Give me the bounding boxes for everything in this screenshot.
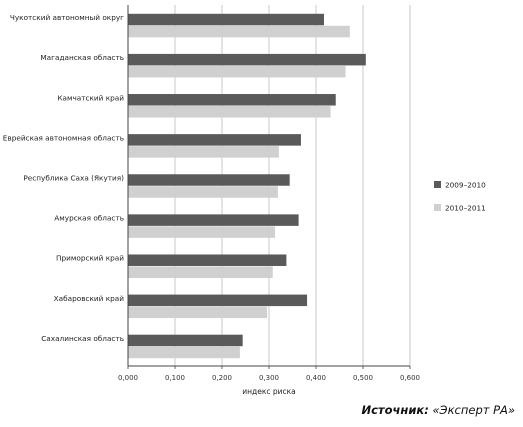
bar-series2 [128,306,268,319]
bar-series2 [128,65,346,78]
x-tick-label: 0,100 [165,374,185,382]
bar-series1 [128,53,366,66]
bar-series1 [128,214,299,226]
x-tick-label: 0,600 [400,374,420,382]
x-tick-label: 0,400 [306,374,326,382]
category-label: Чукотский автономный округ [10,13,124,22]
bar-series2 [128,226,276,238]
category-label: Камчатский край [57,93,124,102]
category-label: Приморский край [56,254,124,263]
bar-series2 [128,106,331,118]
source-note: Источник: «Эксперт РА» [361,403,515,417]
bar-series1 [128,94,336,106]
x-tick-label: 0,300 [259,374,279,382]
bar-series2 [128,186,278,198]
x-tick-labels: 0,000 0,100 0,200 0,300 0,400 0,500 0,600 [118,374,420,382]
bar-series1 [128,134,301,146]
bar-series1 [128,174,290,186]
bar-series1 [128,334,243,347]
legend-swatch [434,204,441,211]
source-label: Источник: [361,403,429,417]
bars [128,13,366,359]
bar-series2 [128,146,279,158]
category-label: Еврейская автономная область [3,133,124,142]
bar-series2 [128,25,350,38]
category-label: Хабаровский край [54,294,125,303]
bar-series1 [128,13,324,26]
x-tick-label: 0,500 [353,374,373,382]
bar-series2 [128,346,240,359]
legend-label: 2010–2011 [445,204,486,213]
x-tick-label: 0,000 [118,374,138,382]
bar-series1 [128,294,308,307]
category-label: Магаданская область [40,53,124,62]
category-label: Республика Саха (Якутия) [23,174,124,183]
legend-label: 2009–2010 [445,181,486,190]
category-label: Сахалинская область [41,334,124,343]
legend-swatch [434,181,441,188]
bar-series1 [128,254,287,266]
category-labels: Чукотский автономный округ Магаданская об… [3,13,124,343]
legend: 2009–2010 2010–2011 [434,181,486,213]
x-axis-title: индекс риска [242,387,296,396]
bar-series2 [128,266,273,278]
source-text: «Эксперт РА» [432,403,515,417]
category-label: Амурская область [54,214,124,223]
x-tick-label: 0,200 [212,374,232,382]
